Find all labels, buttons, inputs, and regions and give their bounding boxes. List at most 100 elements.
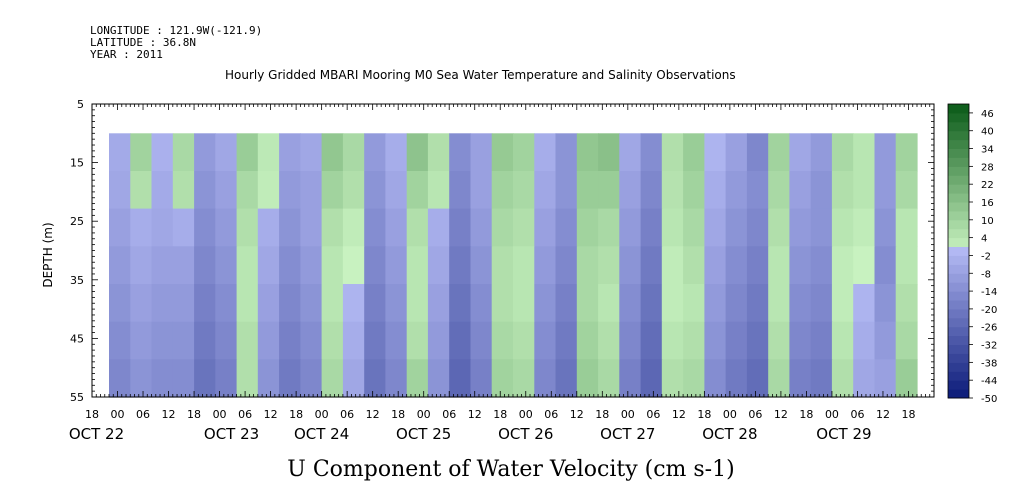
- colorbar-label: -20: [981, 305, 997, 316]
- heatmap-cell: [215, 246, 238, 285]
- heatmap-cell: [853, 133, 876, 172]
- heatmap-cell: [279, 284, 301, 323]
- heatmap-cell: [768, 171, 791, 210]
- heatmap-cell: [704, 359, 727, 398]
- heatmap-cell: [321, 208, 344, 247]
- heatmap-cell: [300, 208, 323, 247]
- colorbar-segment: [948, 219, 969, 230]
- heatmap-cell: [619, 284, 642, 323]
- heatmap-cell: [789, 171, 812, 210]
- heatmap-cell: [789, 284, 812, 323]
- heatmap-cell: [109, 321, 131, 360]
- heatmap-cell: [768, 359, 791, 398]
- x-hour-tick-label: 12: [468, 408, 482, 421]
- heatmap-cell: [279, 359, 301, 398]
- heatmap-cell: [151, 321, 174, 360]
- heatmap-cell: [683, 208, 705, 247]
- heatmap-cell: [619, 246, 642, 285]
- x-hour-tick-label: 12: [162, 408, 176, 421]
- heatmap-cell: [194, 284, 216, 323]
- heatmap-cell: [470, 284, 493, 323]
- heatmap-cell: [257, 359, 280, 398]
- heatmap-cell: [109, 359, 131, 398]
- colorbar-label: 4: [981, 234, 987, 245]
- heatmap-cell: [853, 208, 876, 247]
- colorbar-segment: [948, 175, 969, 185]
- heatmap-cell: [449, 246, 472, 285]
- heatmap-cell: [725, 171, 748, 210]
- heatmap-cell: [768, 133, 791, 172]
- heatmap-cell: [406, 359, 429, 398]
- latitude-label: LATITUDE : 36.8N: [90, 36, 196, 49]
- heatmap-cell: [406, 246, 429, 285]
- y-tick-label: 45: [70, 332, 84, 345]
- x-hour-tick-label: 18: [85, 408, 99, 421]
- heatmap-cell: [534, 284, 557, 323]
- colorbar-segment: [948, 273, 969, 283]
- heatmap-cell: [661, 284, 684, 323]
- x-hour-tick-label: 18: [493, 408, 507, 421]
- heatmap-cell: [683, 133, 705, 172]
- heatmap-cell: [321, 321, 344, 360]
- x-hour-tick-label: 06: [340, 408, 354, 421]
- heatmap-cell: [151, 284, 174, 323]
- heatmap-cell: [895, 246, 918, 285]
- colorbar-segment: [948, 326, 969, 337]
- x-hour-tick-label: 00: [213, 408, 227, 421]
- heatmap-cell: [470, 208, 493, 247]
- heatmap-cell: [342, 208, 365, 247]
- heatmap-cell: [364, 246, 387, 285]
- colorbar-segment: [948, 300, 969, 310]
- y-tick-label: 35: [70, 274, 84, 287]
- heatmap-cell: [406, 133, 429, 172]
- heatmap-cell: [449, 171, 472, 210]
- heatmap-cell: [874, 321, 897, 360]
- heatmap-cell: [746, 359, 769, 398]
- axes: 18 00 06 12 18 00 06 12 18 00 06 12 18 00 06 12 18 00 06 12…: [69, 98, 935, 443]
- heatmap-cell: [513, 133, 535, 172]
- heatmap-cell: [470, 133, 493, 172]
- colorbar-label: 28: [981, 162, 994, 173]
- colorbar-segment: [948, 166, 969, 176]
- heatmap-cell: [427, 321, 450, 360]
- heatmap-cell: [555, 133, 578, 172]
- heatmap-cell: [406, 208, 429, 247]
- heatmap-cell: [725, 133, 748, 172]
- heatmap-cell: [364, 133, 387, 172]
- heatmap-cell: [619, 359, 642, 398]
- chart-title: Hourly Gridded MBARI Mooring M0 Sea Wate…: [225, 68, 736, 82]
- colorbar-segment: [948, 344, 969, 354]
- heatmap-cell: [342, 321, 365, 360]
- heatmap-cell: [385, 359, 408, 398]
- heatmap-cell: [853, 321, 876, 360]
- heatmap-cell: [640, 359, 663, 398]
- heatmap-cell: [151, 133, 174, 172]
- colorbar-segment: [948, 362, 969, 372]
- heatmap-cell: [831, 133, 854, 172]
- heatmap-cell: [491, 171, 514, 210]
- heatmap-cell: [576, 246, 599, 285]
- heatmap-cell: [279, 208, 301, 247]
- colorbar-segment: [948, 237, 969, 247]
- heatmap-cell: [874, 284, 897, 323]
- heatmap-cell: [853, 246, 876, 285]
- heatmap-cell: [279, 321, 301, 360]
- heatmap-cell: [130, 246, 153, 285]
- x-hour-tick-label: 18: [901, 408, 915, 421]
- heatmap-cell: [491, 321, 514, 360]
- x-date-label: OCT 26: [498, 425, 553, 443]
- colorbar-label: 16: [981, 198, 994, 209]
- heatmap-cell: [810, 246, 833, 285]
- heatmap-cell: [342, 284, 365, 323]
- heatmap-cell: [236, 284, 259, 323]
- heatmap-cell: [661, 208, 684, 247]
- heatmap-cell: [768, 208, 791, 247]
- x-hour-tick-label: 12: [366, 408, 380, 421]
- heatmap-cell: [576, 208, 599, 247]
- x-hour-tick-label: 00: [723, 408, 737, 421]
- x-date-label: OCT 27: [600, 425, 655, 443]
- heatmap-cell: [895, 133, 918, 172]
- heatmap-cell: [874, 133, 897, 172]
- heatmap-cell: [831, 284, 854, 323]
- heatmap-cell: [513, 208, 535, 247]
